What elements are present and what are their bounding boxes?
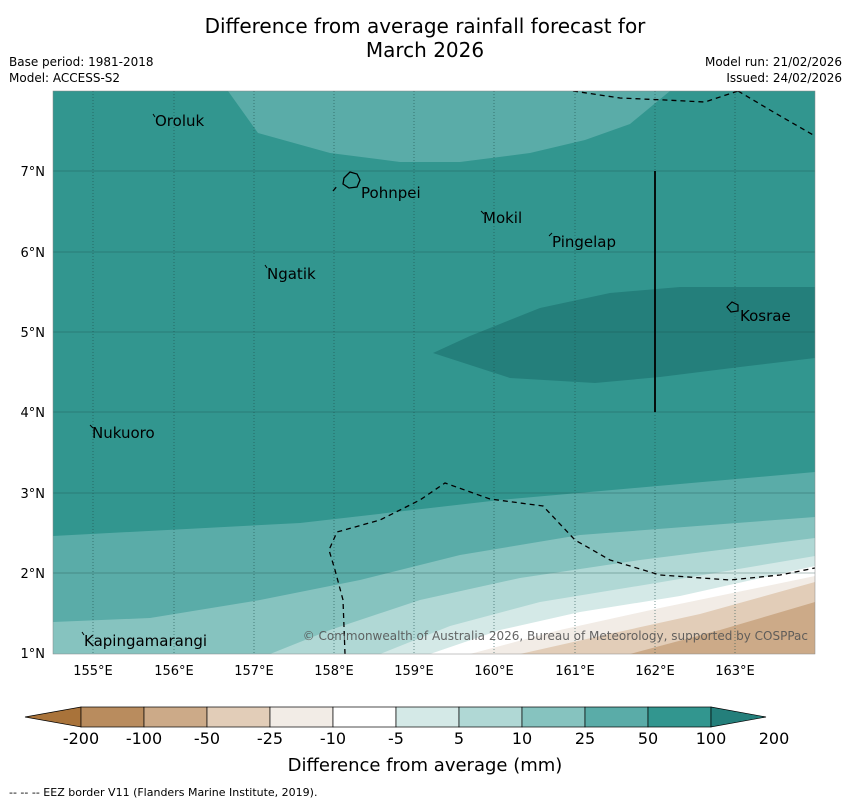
- colorbar-segment: [332, 706, 397, 728]
- colorbar-tick-label: -100: [125, 729, 163, 748]
- lat-tick: 6°N: [21, 246, 46, 261]
- lon-tick: 157°E: [234, 664, 274, 679]
- colorbar-tick-label: -10: [319, 729, 347, 748]
- colorbar-extend-high: [710, 706, 767, 728]
- pohnpei-island-icon: [342, 171, 361, 189]
- lat-tick: 7°N: [21, 165, 46, 180]
- place-label: Oroluk: [155, 112, 204, 130]
- place-label: Kosrae: [740, 307, 791, 325]
- colorbar-tick-label: -5: [388, 729, 404, 748]
- lat-tick: 3°N: [21, 487, 46, 502]
- colorbar-segment: [647, 706, 712, 728]
- colorbar-tick-label: -25: [256, 729, 284, 748]
- graticule-lat: [53, 170, 815, 574]
- colorbar-tick-label: -200: [62, 729, 100, 748]
- place-label: Pingelap: [552, 233, 616, 251]
- lat-tick: 4°N: [21, 406, 46, 421]
- atoll-markers: [81, 113, 553, 636]
- colorbar-tick-label: 25: [574, 729, 596, 748]
- colorbar-tick-label: 200: [758, 729, 790, 748]
- chart-title-line1: Difference from average rainfall forecas…: [204, 14, 646, 38]
- place-label: Pohnpei: [361, 184, 421, 202]
- lon-tick: 155°E: [73, 664, 113, 679]
- colorbar-segment: [521, 706, 586, 728]
- contour-band-minus25: [630, 602, 815, 654]
- colorbar-tick-label: 50: [637, 729, 659, 748]
- place-label: Kapingamarangi: [84, 632, 207, 650]
- lon-tick: 161°E: [555, 664, 595, 679]
- map-frame: [52, 90, 816, 655]
- colorbar-segment: [143, 706, 208, 728]
- lon-tick: 163°E: [715, 664, 755, 679]
- lon-tick: 156°E: [154, 664, 194, 679]
- contour-band-50-north: [228, 91, 670, 162]
- lon-tick: 162°E: [635, 664, 675, 679]
- colorbar-tick-label: 10: [511, 729, 533, 748]
- place-label: Nukuoro: [92, 424, 155, 442]
- place-label: Ngatik: [267, 265, 316, 283]
- model-run-label: Model run: 21/02/2026: [704, 55, 842, 69]
- colorbar-tick-label: 5: [453, 729, 465, 748]
- lat-tick: 2°N: [21, 567, 46, 582]
- lon-tick: 160°E: [474, 664, 514, 679]
- eez-border: [328, 91, 815, 654]
- colorbar-title: Difference from average (mm): [287, 755, 563, 776]
- chart-title-line2: March 2026: [365, 38, 485, 62]
- lat-tick: 5°N: [21, 326, 46, 341]
- eez-footnote: -- -- -- EEZ border V11 (Flanders Marine…: [9, 786, 318, 799]
- colorbar-extend-low: [24, 706, 82, 728]
- lon-tick-labels: 155°E 156°E 157°E 158°E 159°E 160°E 161°…: [73, 664, 755, 679]
- colorbar-segment: [395, 706, 460, 728]
- colorbar-segment: [269, 706, 334, 728]
- colorbar-segment: [584, 706, 649, 728]
- place-label: Mokil: [483, 209, 522, 227]
- contour-band-200: [433, 287, 815, 383]
- lon-tick: 159°E: [394, 664, 434, 679]
- lat-tick: 1°N: [21, 647, 46, 662]
- colorbar-segment: [206, 706, 271, 728]
- lon-tick: 158°E: [314, 664, 354, 679]
- colorbar-tick-label: 100: [695, 729, 727, 748]
- colorbar-segment: [458, 706, 523, 728]
- kosrae-island-icon: [726, 301, 739, 313]
- issued-label: Issued: 24/02/2026: [726, 71, 842, 85]
- colorbar-segment: [80, 706, 145, 728]
- lat-tick-labels: 7°N 6°N 5°N 4°N 3°N 2°N 1°N: [21, 165, 46, 662]
- base-period-label: Base period: 1981-2018: [9, 55, 154, 69]
- model-label: Model: ACCESS-S2: [9, 71, 121, 85]
- copyright-text: © Commonwealth of Australia 2026, Bureau…: [303, 629, 808, 643]
- colorbar-tick-label: -50: [193, 729, 221, 748]
- colorbar: [24, 706, 767, 728]
